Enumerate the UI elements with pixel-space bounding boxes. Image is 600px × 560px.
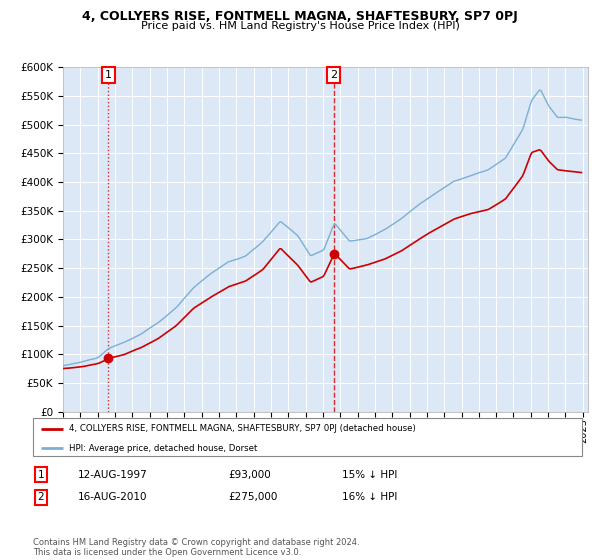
- Text: 16-AUG-2010: 16-AUG-2010: [78, 492, 148, 502]
- Text: 1: 1: [37, 470, 44, 480]
- FancyBboxPatch shape: [33, 418, 582, 456]
- Text: £275,000: £275,000: [228, 492, 277, 502]
- Text: 2: 2: [37, 492, 44, 502]
- Text: Contains HM Land Registry data © Crown copyright and database right 2024.
This d: Contains HM Land Registry data © Crown c…: [33, 538, 359, 557]
- Text: Price paid vs. HM Land Registry's House Price Index (HPI): Price paid vs. HM Land Registry's House …: [140, 21, 460, 31]
- Text: 4, COLLYERS RISE, FONTMELL MAGNA, SHAFTESBURY, SP7 0PJ (detached house): 4, COLLYERS RISE, FONTMELL MAGNA, SHAFTE…: [68, 424, 415, 433]
- Text: 2: 2: [330, 70, 337, 80]
- Text: 4, COLLYERS RISE, FONTMELL MAGNA, SHAFTESBURY, SP7 0PJ: 4, COLLYERS RISE, FONTMELL MAGNA, SHAFTE…: [82, 10, 518, 23]
- Text: £93,000: £93,000: [228, 470, 271, 480]
- Text: 12-AUG-1997: 12-AUG-1997: [78, 470, 148, 480]
- Text: 1: 1: [105, 70, 112, 80]
- Text: HPI: Average price, detached house, Dorset: HPI: Average price, detached house, Dors…: [68, 444, 257, 452]
- Text: 16% ↓ HPI: 16% ↓ HPI: [342, 492, 397, 502]
- Text: 15% ↓ HPI: 15% ↓ HPI: [342, 470, 397, 480]
